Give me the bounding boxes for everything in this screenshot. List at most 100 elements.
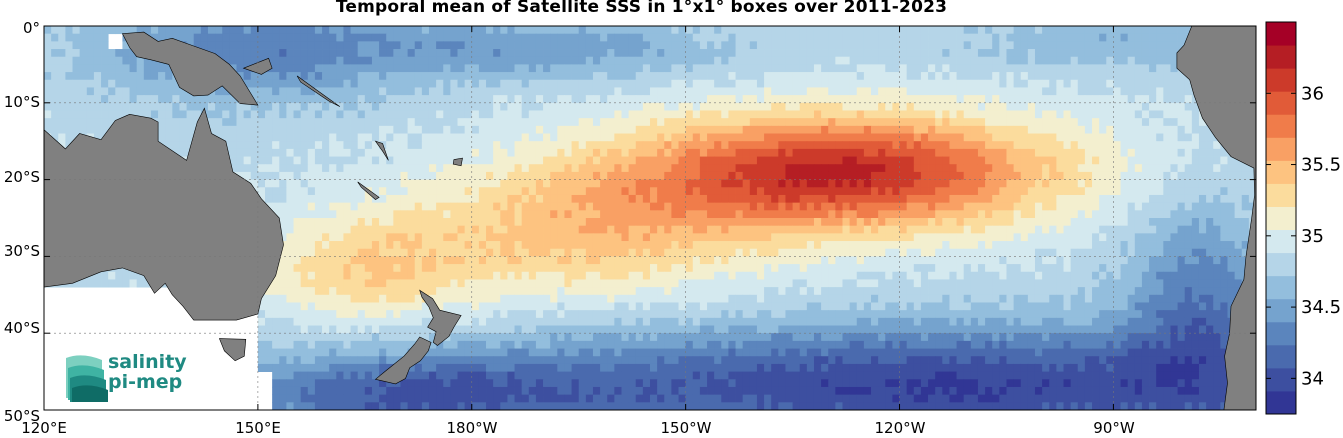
sss-cell: [685, 41, 694, 50]
sss-cell: [557, 125, 565, 134]
sss-cell: [714, 110, 722, 119]
sss-cell: [307, 49, 316, 58]
sss-cell: [813, 56, 822, 65]
sss-cell: [1241, 241, 1250, 250]
sss-cell: [642, 210, 651, 219]
sss-cell: [1013, 102, 1022, 111]
sss-cell: [464, 194, 473, 204]
sss-cell: [878, 118, 886, 127]
sss-cell: [692, 202, 701, 211]
sss-cell: [1027, 133, 1036, 142]
sss-cell: [478, 64, 487, 73]
sss-cell: [443, 41, 451, 50]
sss-cell: [692, 156, 701, 165]
sss-cell: [1156, 87, 1164, 96]
sss-cell: [428, 141, 437, 150]
sss-cell: [1056, 125, 1064, 134]
sss-cell: [286, 248, 294, 257]
sss-cell: [364, 110, 373, 119]
sss-cell: [493, 64, 501, 73]
sss-cell: [386, 202, 394, 211]
sss-cell: [1177, 118, 1186, 127]
sss-cell: [607, 118, 615, 127]
sss-cell: [778, 148, 786, 157]
sss-cell: [699, 164, 708, 173]
sss-cell: [72, 102, 81, 111]
sss-cell: [621, 218, 630, 227]
sss-cell: [664, 233, 672, 242]
sss-cell: [771, 56, 779, 65]
sss-cell: [949, 64, 957, 73]
sss-cell: [557, 102, 565, 111]
sss-cell: [913, 187, 922, 196]
sss-cell: [1027, 141, 1036, 150]
sss-cell: [443, 118, 451, 127]
sss-cell: [514, 164, 523, 173]
sss-cell: [863, 164, 872, 173]
sss-cell: [1006, 79, 1014, 88]
sss-cell: [592, 56, 601, 65]
sss-cell: [493, 233, 501, 242]
sss-cell: [728, 95, 736, 104]
sss-cell: [928, 225, 936, 234]
sss-cell: [1034, 95, 1043, 104]
sss-cell: [728, 218, 736, 227]
sss-cell: [150, 79, 159, 88]
sss-cell: [942, 102, 950, 111]
sss-cell: [992, 72, 1000, 81]
sss-cell: [885, 241, 893, 250]
sss-cell: [635, 64, 644, 73]
sss-cell: [1013, 118, 1022, 127]
sss-cell: [671, 79, 679, 88]
sss-cell: [464, 79, 473, 88]
sss-cell: [364, 41, 373, 50]
sss-cell: [806, 118, 815, 127]
sss-cell: [93, 95, 102, 104]
sss-cell: [778, 194, 786, 204]
sss-cell: [935, 148, 943, 157]
sss-cell: [1027, 125, 1036, 134]
sss-cell: [920, 241, 929, 250]
sss-cell: [136, 79, 145, 88]
sss-cell: [1106, 233, 1114, 242]
sss-cell: [985, 64, 993, 73]
sss-cell: [293, 218, 302, 227]
sss-cell: [871, 233, 879, 242]
sss-cell: [628, 141, 637, 150]
sss-cell: [478, 102, 487, 111]
sss-cell: [550, 194, 558, 204]
sss-cell: [450, 241, 458, 250]
sss-cell: [1234, 179, 1243, 188]
sss-cell: [414, 64, 423, 73]
sss-cell: [457, 171, 466, 180]
sss-cell: [578, 218, 587, 227]
sss-cell: [906, 133, 915, 142]
sss-cell: [742, 64, 751, 73]
sss-cell: [386, 133, 394, 142]
sss-cell: [885, 210, 893, 219]
sss-cell: [464, 241, 473, 250]
sss-cell: [543, 33, 551, 42]
sss-cell: [158, 95, 166, 104]
sss-cell: [250, 141, 259, 150]
sss-cell: [742, 218, 751, 227]
sss-cell: [286, 33, 294, 42]
sss-cell: [493, 194, 501, 204]
sss-cell: [1177, 141, 1186, 150]
sss-cell: [1049, 210, 1057, 219]
sss-cell: [1056, 41, 1064, 50]
sss-cell: [436, 79, 444, 88]
sss-cell: [300, 194, 309, 204]
sss-cell: [578, 95, 587, 104]
sss-cell: [329, 241, 337, 250]
sss-cell: [835, 95, 843, 104]
sss-cell: [243, 49, 252, 58]
sss-cell: [985, 202, 993, 211]
sss-cell: [1248, 202, 1256, 211]
sss-cell: [756, 56, 765, 65]
sss-cell: [1198, 225, 1207, 234]
sss-cell: [1170, 141, 1178, 150]
sss-cell: [1206, 241, 1214, 250]
sss-cell: [742, 164, 751, 173]
